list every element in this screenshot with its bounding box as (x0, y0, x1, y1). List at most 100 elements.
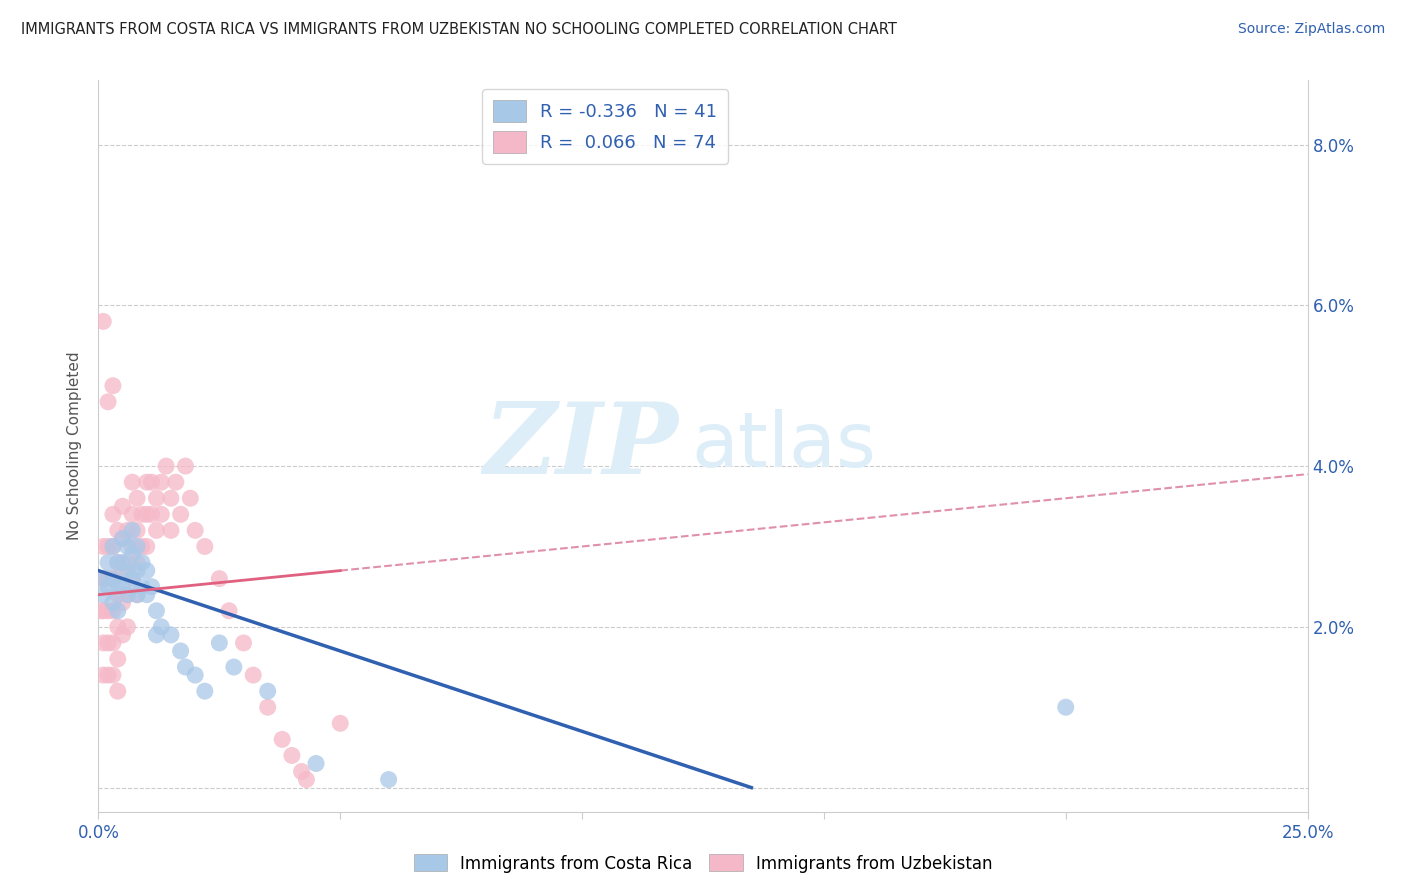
Point (194, 684, 217, 698)
Point (194, 540, 217, 554)
Point (184, 668, 207, 682)
Point (145, 524, 167, 538)
Point (150, 475, 173, 490)
Point (174, 459, 197, 474)
Point (111, 532, 134, 546)
Point (165, 475, 187, 490)
Point (160, 524, 183, 538)
Point (271, 732, 294, 747)
Point (107, 580, 129, 594)
Point (111, 500, 134, 514)
Point (232, 636, 254, 650)
Point (91, 636, 114, 650)
Point (160, 628, 183, 642)
Point (131, 508, 153, 522)
Point (101, 572, 124, 586)
Point (101, 508, 124, 522)
Point (101, 668, 124, 682)
Point (107, 524, 129, 538)
Point (101, 604, 124, 618)
Point (97, 572, 120, 586)
Point (222, 660, 245, 674)
Point (127, 524, 149, 538)
Point (160, 491, 183, 506)
Point (169, 644, 191, 658)
Point (111, 628, 134, 642)
Point (111, 596, 134, 610)
Point (97, 636, 120, 650)
Point (131, 556, 153, 570)
Point (117, 588, 139, 602)
Point (121, 524, 143, 538)
Point (127, 556, 149, 570)
Point (208, 572, 231, 586)
Point (91, 572, 114, 586)
Text: atlas: atlas (690, 409, 876, 483)
Point (184, 524, 207, 538)
Point (135, 564, 157, 578)
Point (97, 556, 120, 570)
Point (111, 532, 134, 546)
Point (91, 572, 114, 586)
Point (91, 668, 114, 682)
Point (121, 572, 143, 586)
Point (242, 668, 264, 682)
Point (256, 684, 278, 698)
Point (145, 491, 167, 506)
Point (107, 652, 129, 666)
Point (117, 564, 139, 578)
Legend: R = -0.336   N = 41, R =  0.066   N = 74: R = -0.336 N = 41, R = 0.066 N = 74 (482, 89, 728, 164)
Point (117, 556, 139, 570)
Point (127, 564, 149, 578)
Point (141, 580, 163, 594)
Point (377, 772, 399, 787)
Point (169, 508, 191, 522)
Point (150, 620, 173, 634)
Point (101, 540, 124, 554)
Point (127, 491, 149, 506)
Point (121, 572, 143, 586)
Point (111, 580, 134, 594)
Point (208, 636, 231, 650)
Point (97, 580, 120, 594)
Point (127, 540, 149, 554)
Point (127, 588, 149, 602)
Text: IMMIGRANTS FROM COSTA RICA VS IMMIGRANTS FROM UZBEKISTAN NO SCHOOLING COMPLETED : IMMIGRANTS FROM COSTA RICA VS IMMIGRANTS… (21, 22, 897, 37)
Point (121, 540, 143, 554)
Point (90, 604, 112, 618)
Point (218, 604, 240, 618)
Point (91, 314, 114, 328)
Point (281, 748, 304, 763)
Point (101, 636, 124, 650)
Point (127, 588, 149, 602)
Point (145, 628, 167, 642)
Point (174, 660, 197, 674)
Legend: Immigrants from Costa Rica, Immigrants from Uzbekistan: Immigrants from Costa Rica, Immigrants f… (406, 847, 1000, 880)
Point (121, 548, 143, 562)
Text: Source: ZipAtlas.com: Source: ZipAtlas.com (1237, 22, 1385, 37)
Point (91, 604, 114, 618)
Point (121, 508, 143, 522)
Point (155, 459, 177, 474)
Point (295, 772, 318, 787)
Point (107, 556, 129, 570)
Point (141, 475, 163, 490)
Point (111, 556, 134, 570)
Point (97, 668, 120, 682)
Point (121, 475, 143, 490)
Point (256, 700, 278, 714)
Text: ZIP: ZIP (484, 398, 679, 494)
Point (117, 588, 139, 602)
Point (135, 475, 157, 490)
Point (290, 764, 312, 779)
Point (97, 604, 120, 618)
Point (101, 378, 124, 392)
Point (117, 620, 139, 634)
Point (107, 620, 129, 634)
Point (1054, 700, 1077, 714)
Point (107, 604, 129, 618)
Point (97, 394, 120, 409)
Point (135, 588, 157, 602)
Point (101, 572, 124, 586)
Point (135, 540, 157, 554)
